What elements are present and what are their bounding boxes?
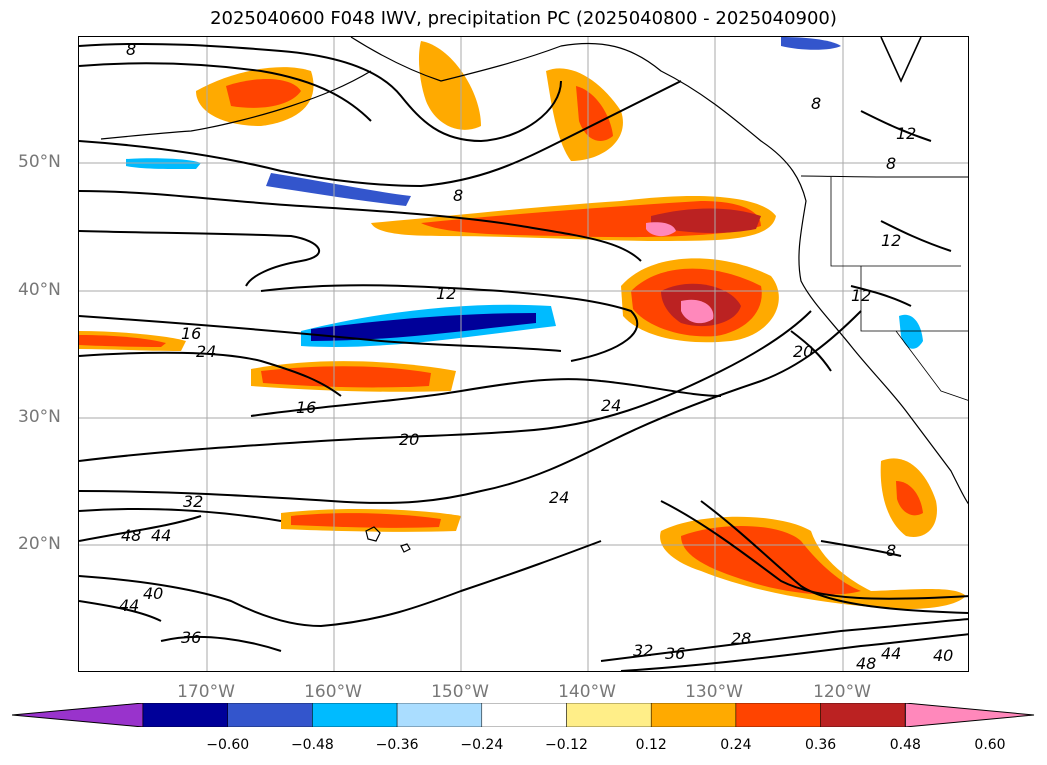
shade-red-mexico — [896, 481, 923, 516]
contour-label: 44 — [881, 644, 901, 663]
colorbar-svg — [11, 702, 1035, 728]
colorbar-tick-label: 0.48 — [889, 737, 921, 753]
contour-label: 16 — [181, 324, 201, 343]
colorbar-swatch — [650, 702, 737, 728]
shade-red-left — [79, 335, 166, 347]
colorbar — [11, 702, 1036, 731]
iwv-contours — [79, 37, 968, 671]
contour-label: 8 — [811, 94, 821, 113]
colorbar-tick-label: 0.60 — [974, 737, 1006, 753]
shade-dark-blue-core — [311, 313, 536, 341]
lon-label-120w: 120°W — [813, 682, 871, 702]
colorbar-tick-label: −0.60 — [206, 737, 250, 753]
colorbar-swatch — [312, 702, 398, 728]
contour-label: 28 — [731, 629, 751, 648]
contour-label: 20 — [793, 342, 813, 361]
lat-label-50n: 50°N — [18, 152, 61, 172]
shade-red-33n — [261, 366, 431, 388]
contour-label: 8 — [886, 541, 896, 560]
colorbar-swatch — [481, 702, 567, 728]
colorbar-tick-label: 0.36 — [805, 737, 837, 753]
shaded-fields — [79, 37, 966, 609]
contour-label: 12 — [851, 286, 871, 305]
contour-label: 12 — [896, 124, 916, 143]
colorbar-swatch — [820, 702, 906, 728]
colorbar-tick-label: −0.12 — [545, 737, 588, 753]
colorbar-swatch — [735, 702, 821, 728]
contour-label: 36 — [665, 644, 685, 663]
lat-label-40n: 40°N — [18, 280, 61, 300]
contour-label: 20 — [399, 430, 419, 449]
lon-label-150w: 150°W — [431, 682, 489, 702]
contour-label: 12 — [881, 231, 901, 250]
contour-label: 32 — [633, 641, 653, 660]
contour-label: 40 — [933, 646, 953, 665]
contour-label: 24 — [549, 488, 569, 507]
contour-label: 36 — [181, 628, 201, 647]
colorbar-tick-label: −0.24 — [460, 737, 504, 753]
lon-label-140w: 140°W — [558, 682, 616, 702]
lat-label-20n: 20°N — [18, 534, 61, 554]
map-panel: 8 8 8 12 12 12 12 16 16 20 20 24 24 24 2… — [78, 36, 969, 672]
shade-red-20n — [291, 513, 441, 528]
contour-label: 8 — [886, 154, 896, 173]
contour-label: 16 — [296, 398, 316, 417]
lon-label-170w: 170°W — [177, 682, 235, 702]
shade-pink-45n — [646, 222, 676, 237]
contour-label: 48 — [856, 654, 876, 672]
colorbar-tick-label: −0.36 — [375, 737, 419, 753]
contour-label: 8 — [126, 40, 136, 59]
contour-label: 32 — [183, 492, 203, 511]
lon-label-160w: 160°W — [304, 682, 362, 702]
colorbar-swatch — [227, 702, 313, 728]
map-svg: 8 8 8 12 12 12 12 16 16 20 20 24 24 24 2… — [79, 37, 968, 672]
colorbar-tick-label: 0.24 — [720, 737, 752, 753]
colorbar-tick-label: −0.48 — [290, 737, 334, 753]
graticule — [79, 37, 968, 671]
shade-lightblue-ca — [899, 314, 923, 349]
colorbar-tick-label: 0.12 — [635, 737, 667, 753]
colorbar-extend-high — [904, 702, 1035, 728]
colorbar-swatch — [566, 702, 652, 728]
chart-title: 2025040600 F048 IWV, precipitation PC (2… — [210, 8, 837, 29]
contour-label: 44 — [151, 526, 171, 545]
shade-red-arc — [576, 86, 613, 141]
shade-orange-gulf — [418, 41, 481, 130]
contour-labels: 8 8 8 12 12 12 12 16 16 20 20 24 24 24 2… — [119, 40, 953, 672]
contour-label: 40 — [143, 584, 163, 603]
contour-label: 44 — [119, 596, 139, 615]
shade-red-nw — [226, 79, 301, 108]
colorbar-swatch — [142, 702, 228, 728]
colorbar-extend-low — [11, 702, 144, 728]
shade-lightblue-north — [126, 158, 201, 169]
shade-pink-38n — [681, 299, 714, 324]
shade-blue-top — [781, 37, 841, 50]
lat-label-30n: 30°N — [18, 407, 61, 427]
shade-blue-north — [266, 173, 411, 206]
contour-label: 24 — [196, 342, 216, 361]
contour-label: 48 — [121, 526, 141, 545]
contour-label: 8 — [453, 186, 463, 205]
shade-crimson-45n — [651, 208, 761, 233]
contour-label: 12 — [436, 284, 456, 303]
contour-label: 24 — [601, 396, 621, 415]
colorbar-swatch — [396, 702, 483, 728]
lon-label-130w: 130°W — [685, 682, 743, 702]
